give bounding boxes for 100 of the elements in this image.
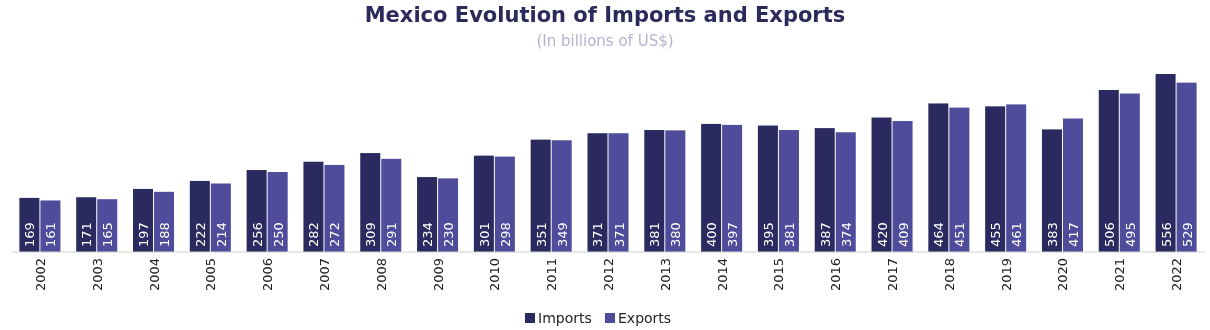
x-tick-label: 2004 <box>146 258 162 292</box>
x-tick-label: 2006 <box>260 258 276 292</box>
data-label: 374 <box>838 222 854 247</box>
data-label: 395 <box>760 222 776 247</box>
x-tick-label: 2019 <box>998 258 1014 292</box>
chart-subtitle: (In billions of US$) <box>536 32 674 50</box>
bar <box>417 177 438 252</box>
data-label: 451 <box>952 222 968 247</box>
data-label: 556 <box>1158 222 1174 247</box>
data-label: 371 <box>611 222 627 247</box>
x-tick-label: 2018 <box>941 258 957 292</box>
bar <box>494 156 515 252</box>
data-label: 387 <box>817 222 833 247</box>
data-label: 291 <box>384 222 400 247</box>
data-label: 383 <box>1044 222 1060 247</box>
x-tick-label: 2013 <box>657 258 673 292</box>
data-label: 309 <box>363 222 379 247</box>
x-tick-label: 2002 <box>32 258 48 292</box>
data-label: 234 <box>420 222 436 247</box>
bar <box>303 161 324 252</box>
data-label: 214 <box>213 222 229 247</box>
data-label: 506 <box>1101 222 1117 247</box>
bar <box>778 130 799 252</box>
data-label: 301 <box>476 222 492 247</box>
x-tick-label: 2017 <box>885 258 901 292</box>
bar <box>324 164 345 252</box>
bar <box>1098 90 1119 252</box>
data-label: 371 <box>590 222 606 247</box>
data-label: 464 <box>931 222 947 247</box>
data-label: 298 <box>497 222 513 247</box>
data-label: 455 <box>988 222 1004 247</box>
x-tick-label: 2007 <box>316 258 332 292</box>
bar <box>1062 118 1083 252</box>
data-label: 417 <box>1065 222 1081 247</box>
data-label: 380 <box>668 222 684 247</box>
x-tick-label: 2021 <box>1112 258 1128 292</box>
bar <box>835 132 856 252</box>
data-label: 272 <box>327 222 343 247</box>
x-tick-label: 2012 <box>601 258 616 292</box>
x-tick-label: 2022 <box>1169 258 1185 292</box>
bar <box>665 130 686 252</box>
bar <box>267 171 288 252</box>
bar <box>551 140 572 252</box>
bar <box>608 133 629 252</box>
x-tick-label: 2016 <box>828 258 844 292</box>
data-label: 495 <box>1122 222 1138 247</box>
data-label: 256 <box>249 222 265 247</box>
x-tick-label: 2015 <box>771 258 787 292</box>
x-tick-label: 2010 <box>487 258 503 292</box>
bar <box>1155 74 1176 252</box>
bar <box>1041 129 1062 252</box>
bar <box>381 158 402 252</box>
data-label: 409 <box>895 222 911 247</box>
data-label: 351 <box>533 222 549 247</box>
bar <box>985 106 1006 252</box>
legend-label: Imports <box>538 310 592 326</box>
data-label: 250 <box>270 222 286 247</box>
x-tick-label: 2008 <box>373 258 389 292</box>
x-tick-label: 2009 <box>430 258 446 292</box>
data-label: 400 <box>704 222 720 247</box>
x-tick-label: 2020 <box>1055 258 1071 292</box>
bar <box>814 128 835 252</box>
data-label: 397 <box>725 222 741 247</box>
bar <box>438 178 459 252</box>
bar <box>871 117 892 252</box>
bar <box>189 180 210 252</box>
bar <box>1176 82 1197 252</box>
bar <box>246 170 267 252</box>
legend-label: Exports <box>618 310 672 326</box>
data-label: 461 <box>1009 222 1025 247</box>
bar <box>530 139 551 252</box>
bar <box>587 133 608 252</box>
data-label: 165 <box>100 222 116 247</box>
data-label: 282 <box>306 222 322 247</box>
bar <box>473 155 494 252</box>
x-tick-label: 2003 <box>89 258 105 292</box>
data-label: 381 <box>781 222 797 247</box>
data-label: 161 <box>43 222 59 247</box>
bar <box>644 130 665 252</box>
chart-title: Mexico Evolution of Imports and Exports <box>364 3 846 27</box>
data-label: 171 <box>79 222 95 247</box>
data-label: 529 <box>1179 222 1195 247</box>
data-label: 169 <box>22 222 38 247</box>
data-label: 222 <box>192 222 208 247</box>
bar <box>1006 104 1027 252</box>
bar <box>76 197 97 252</box>
bar <box>1119 93 1140 252</box>
bar <box>722 124 743 252</box>
bar <box>757 125 778 252</box>
x-tick-label: 2005 <box>203 258 219 292</box>
bar <box>892 121 913 252</box>
data-label: 188 <box>157 222 173 247</box>
bar <box>928 103 949 252</box>
bar <box>949 107 970 252</box>
x-tick-label: 2014 <box>714 258 730 292</box>
data-label: 381 <box>647 222 663 247</box>
bar <box>210 183 231 252</box>
bar <box>360 153 381 252</box>
data-label: 230 <box>441 222 457 247</box>
data-label: 420 <box>874 222 890 247</box>
